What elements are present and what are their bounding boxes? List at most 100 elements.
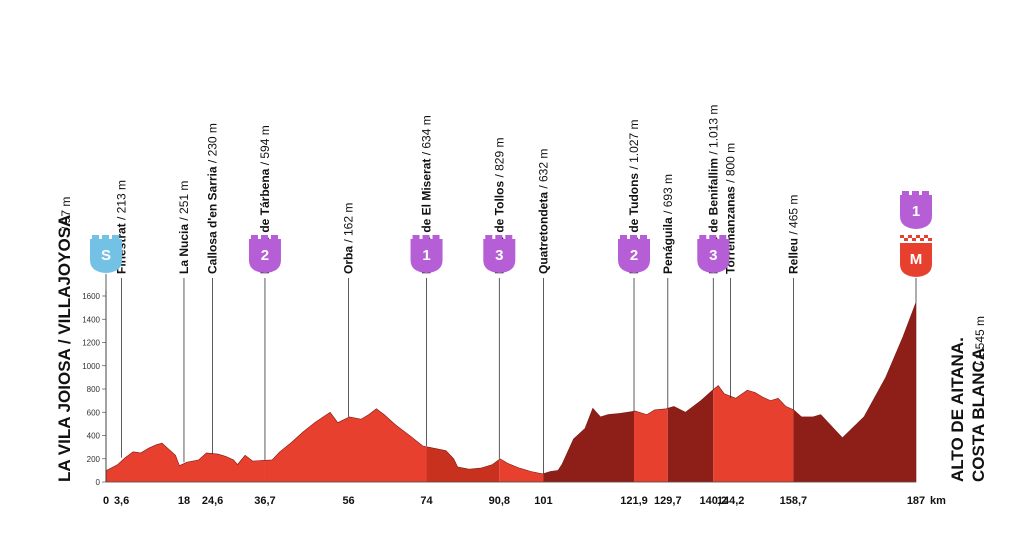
x-tick-label: 90,8	[489, 495, 510, 507]
waypoint-name: Penáguila	[661, 214, 675, 274]
badge-tab	[102, 235, 109, 240]
waypoint-altitude: / 251 m	[177, 181, 191, 221]
waypoint-label: Relleu / 465 m	[786, 195, 800, 274]
badge-tab	[485, 235, 493, 240]
elevation-area	[105, 302, 917, 483]
x-axis: 0 3,6 18 24,6 36,7 56 74 90,8 101 121,9 129,7 140,2…	[103, 481, 946, 507]
badge-label: 2	[261, 247, 269, 264]
badge-tab	[719, 235, 727, 240]
badge-shield	[410, 239, 443, 273]
badge-label: 1	[912, 203, 920, 220]
climb-band	[634, 302, 668, 482]
x-tick-label: 18	[178, 495, 190, 507]
badge-label: 2	[630, 247, 638, 264]
badge-label: S	[101, 247, 111, 264]
elevation-outline	[105, 302, 917, 483]
badge-shield	[483, 239, 516, 273]
badge-tab	[250, 235, 258, 240]
y-tick-label: 1400	[82, 315, 100, 324]
checker-square	[912, 238, 916, 241]
waypoint-label: La Nucia / 251 m	[177, 181, 191, 274]
x-tick-label: 121,9	[620, 495, 648, 507]
badge-tab	[709, 235, 717, 240]
waypoint-altitude: / 162 m	[342, 203, 356, 243]
badge-label: M	[910, 251, 923, 268]
badge-tab	[92, 235, 99, 240]
climb-category-badge: 2	[248, 235, 281, 273]
badge-shield	[697, 239, 730, 273]
y-tick-label: 1600	[82, 292, 100, 301]
climb-band	[793, 302, 916, 482]
waypoint-label: Penáguila / 693 m	[661, 174, 675, 274]
badge-tab	[505, 235, 513, 240]
checker-square	[924, 235, 928, 238]
badge-shield	[618, 239, 651, 273]
finish-location-label-line1: ALTO DE AITANA.	[948, 337, 967, 482]
x-tick-label: 187	[907, 495, 925, 507]
climb-band	[426, 302, 500, 482]
climb-band	[667, 302, 714, 482]
badge-tab	[495, 235, 503, 240]
waypoint-label: Orba / 162 m	[342, 203, 356, 274]
finish-category-badge: 1	[900, 191, 932, 229]
y-tick-label: 200	[87, 455, 101, 464]
climb-band	[543, 302, 635, 482]
y-tick-label: 800	[87, 385, 101, 394]
x-tick-label: 74	[420, 495, 433, 507]
badge-tab	[630, 235, 638, 240]
climb-band	[264, 302, 427, 482]
badge-tab	[112, 235, 119, 240]
waypoint-altitude: / 230 m	[206, 123, 220, 163]
waypoint-name: La Nucia	[177, 221, 191, 274]
badge-tab	[620, 235, 628, 240]
y-tick-label: 0	[96, 478, 101, 487]
checker-square	[916, 235, 920, 238]
badge-tab	[902, 191, 909, 196]
checker-square	[928, 238, 932, 241]
finish-location-label-line2: COSTA BLANCA	[969, 348, 988, 482]
badge-label: 3	[709, 247, 717, 264]
badge-shield	[248, 239, 281, 273]
waypoint-altitude: / 632 m	[536, 149, 550, 189]
badge-tab	[912, 191, 919, 196]
waypoint-name: Quatretondeta	[536, 189, 550, 274]
waypoint-leader-lines	[105, 274, 917, 482]
waypoint-label: Quatretondeta / 632 m	[536, 149, 550, 274]
x-tick-label: 158,7	[780, 495, 808, 507]
climb-badges: 2 1 3 2 3 S 1 M	[90, 191, 932, 277]
x-tick-label: 24,6	[202, 495, 223, 507]
waypoint-name: Relleu	[786, 235, 800, 274]
y-tick-label: 600	[87, 408, 101, 417]
x-tick-label: 140,2	[700, 495, 728, 507]
badge-shield	[900, 195, 932, 229]
x-tick-label: 3,6	[114, 495, 129, 507]
y-tick-label: 1200	[82, 339, 100, 348]
x-tick-label: 56	[342, 495, 354, 507]
climb-category-badge: 1	[410, 235, 443, 273]
climb-band	[499, 302, 544, 482]
checker-square	[900, 235, 904, 238]
y-tick-label: 1000	[82, 362, 100, 371]
climb-category-badge: 3	[483, 235, 516, 273]
x-tick-label: 101	[534, 495, 552, 507]
badge-tab	[922, 191, 929, 196]
climb-band	[713, 302, 794, 482]
waypoint-name: Orba	[342, 243, 356, 274]
x-tick-label: 36,7	[254, 495, 275, 507]
badge-tab	[640, 235, 648, 240]
checker-square	[908, 235, 912, 238]
badge-shield	[900, 243, 932, 277]
x-tick-label: 0	[103, 495, 109, 507]
badge-tab	[260, 235, 268, 240]
finish-altitude: / 1.545 m	[973, 316, 987, 366]
start-altitude: / 97 m	[59, 197, 73, 230]
waypoint-altitude: / 594 m	[258, 125, 272, 165]
waypoint-altitude: / 634 m	[420, 115, 434, 155]
x-tick-label: 129,7	[654, 495, 682, 507]
checker-square	[920, 238, 924, 241]
waypoint-label: Callosa d'en Sarria / 230 m	[206, 123, 220, 274]
climb-category-badge: 3	[697, 235, 730, 273]
waypoint-altitude: / 213 m	[115, 180, 129, 220]
climb-band	[106, 302, 265, 482]
waypoint-altitude: / 1.027 m	[627, 120, 641, 170]
